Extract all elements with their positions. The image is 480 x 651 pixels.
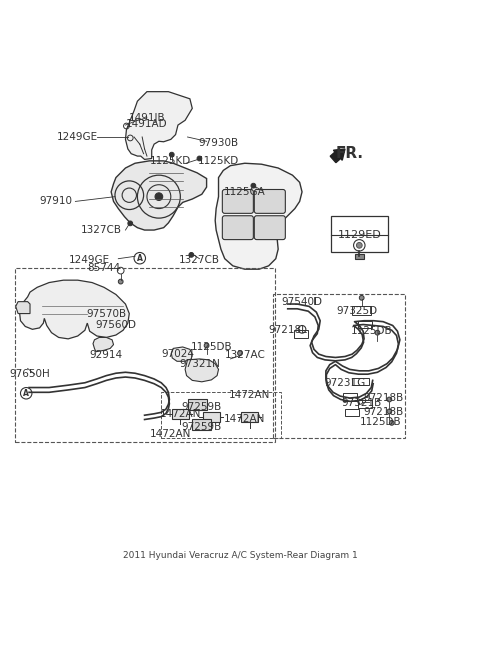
Text: 1472AN: 1472AN [229,390,270,400]
Bar [352,307,371,315]
Text: 1125DB: 1125DB [350,326,392,336]
Polygon shape [215,163,302,269]
Text: 97325D: 97325D [336,306,377,316]
Text: 1472AN: 1472AN [224,413,265,424]
Text: 1327AC: 1327AC [224,350,265,360]
Bar [343,393,357,401]
Text: 1249GE: 1249GE [69,255,110,265]
Circle shape [197,156,202,161]
Circle shape [118,279,123,284]
Text: 97570B: 97570B [86,309,126,318]
Bar [15,268,275,443]
Circle shape [360,296,364,300]
Polygon shape [125,92,192,159]
Bar [192,419,211,430]
Text: 85744: 85744 [87,263,120,273]
Circle shape [357,242,362,248]
FancyBboxPatch shape [254,189,285,214]
Text: 1125GA: 1125GA [224,187,265,197]
FancyArrow shape [330,149,345,163]
Text: 97218L: 97218L [268,326,307,335]
Text: 97218B: 97218B [363,408,403,417]
Text: 97540D: 97540D [282,297,323,307]
Bar [274,294,405,437]
Text: 92914: 92914 [90,350,123,360]
Text: 97321N: 97321N [179,359,220,368]
Text: 1327CB: 1327CB [179,255,220,265]
Polygon shape [203,412,220,422]
Text: 97910: 97910 [40,197,73,206]
Text: 97650H: 97650H [10,369,50,379]
Bar [352,378,369,385]
Text: 1491AD: 1491AD [126,119,168,129]
FancyBboxPatch shape [222,189,253,214]
FancyBboxPatch shape [254,215,285,240]
Bar [161,393,281,437]
Circle shape [169,152,174,157]
Text: 1472AN: 1472AN [160,409,201,419]
Text: 1125KD: 1125KD [150,156,192,166]
Polygon shape [185,359,218,382]
Text: 1125DB: 1125DB [360,417,402,427]
Text: 1129ED: 1129ED [337,230,381,240]
Circle shape [238,351,242,355]
Circle shape [251,184,256,188]
Bar [355,254,364,258]
Text: A: A [23,389,29,398]
Text: 97560D: 97560D [96,320,136,331]
Text: FR.: FR. [336,146,364,161]
Polygon shape [20,280,129,339]
Text: 1125KD: 1125KD [198,156,239,166]
Polygon shape [172,409,189,419]
Circle shape [204,343,209,348]
Bar [358,321,372,328]
Text: 97259B: 97259B [182,402,222,411]
FancyBboxPatch shape [222,215,253,240]
Text: 1491JB: 1491JB [129,113,165,123]
Text: A: A [137,254,143,263]
Circle shape [128,221,132,226]
Circle shape [21,387,32,399]
Polygon shape [93,337,114,352]
Text: 1249GE: 1249GE [57,132,98,142]
Circle shape [375,330,380,335]
Polygon shape [111,161,206,230]
Circle shape [155,193,163,201]
Circle shape [387,397,392,402]
Circle shape [389,421,394,425]
Bar [188,398,206,410]
Text: 97259B: 97259B [182,422,222,432]
Polygon shape [171,347,192,361]
Bar [345,409,360,416]
Circle shape [387,409,392,414]
Text: 1472AN: 1472AN [150,429,192,439]
Text: 97024: 97024 [161,349,194,359]
Bar [331,215,388,251]
Text: 97930B: 97930B [198,138,239,148]
Bar [294,330,308,338]
Text: 97231G: 97231G [324,378,366,388]
Polygon shape [16,301,30,314]
Text: 2011 Hyundai Veracruz A/C System-Rear Diagram 1: 2011 Hyundai Veracruz A/C System-Rear Di… [122,551,358,560]
Polygon shape [241,412,258,422]
Circle shape [189,253,194,257]
Text: 97218B: 97218B [363,393,403,403]
Circle shape [134,253,145,264]
Text: 1327CB: 1327CB [81,225,122,235]
Text: 97321B: 97321B [342,398,382,408]
Text: 1125DB: 1125DB [191,342,232,352]
Bar [358,400,372,408]
